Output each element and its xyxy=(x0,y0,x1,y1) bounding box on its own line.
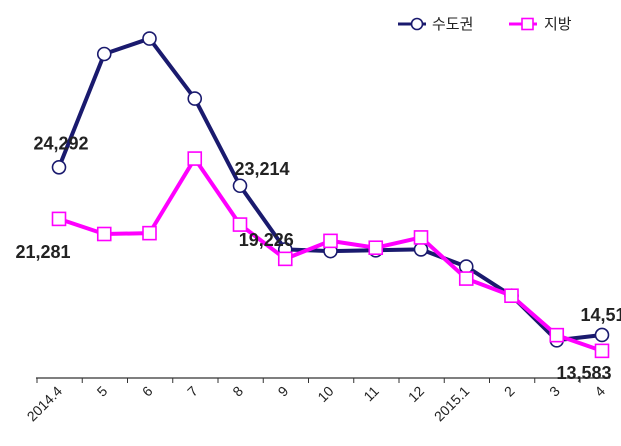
x-tick-label: 6 xyxy=(139,383,156,400)
x-tick-label: 9 xyxy=(275,383,292,400)
legend: 수도권 지방 xyxy=(398,15,572,33)
data-point xyxy=(504,288,519,304)
data-point xyxy=(232,178,248,194)
data-point xyxy=(96,46,112,62)
data-label: 21,281 xyxy=(15,242,70,262)
data-point xyxy=(51,159,67,175)
x-tick-label: 7 xyxy=(184,383,201,400)
series-line xyxy=(57,36,603,343)
data-point xyxy=(458,271,474,286)
data-point xyxy=(413,230,429,245)
x-tick-label: 11 xyxy=(360,383,382,405)
x-tick-label: 2014.4 xyxy=(24,383,66,425)
data-point xyxy=(549,327,565,343)
data-point xyxy=(187,151,203,166)
data-point xyxy=(323,233,338,249)
data-point xyxy=(232,217,248,232)
data-labels: 24,292 21,281 23,214 19,226 14,510 13,583 xyxy=(15,133,621,383)
data-label: 13,583 xyxy=(556,363,611,383)
x-tick-label: 2015.1 xyxy=(431,383,473,425)
data-point xyxy=(594,343,610,359)
data-point xyxy=(277,251,293,267)
data-point xyxy=(594,327,610,343)
legend-label: 수도권 xyxy=(432,15,473,33)
x-tick-label: 8 xyxy=(229,383,246,400)
data-label: 23,214 xyxy=(234,159,289,179)
data-point xyxy=(96,226,112,242)
x-axis: 2014.4 5 6 7 8 9 10 11 12 2015.1 2 3 4 xyxy=(24,377,610,425)
data-point xyxy=(368,240,384,256)
x-tick-label: 4 xyxy=(591,383,608,400)
data-label: 14,510 xyxy=(580,305,621,325)
legend-marker xyxy=(521,17,534,31)
data-point xyxy=(51,211,67,227)
legend-label: 지방 xyxy=(544,15,572,33)
x-tick-label: 10 xyxy=(314,383,336,405)
x-tick-label: 3 xyxy=(546,383,563,400)
x-tick-label: 12 xyxy=(405,383,427,405)
data-label: 19,226 xyxy=(239,230,294,250)
data-point xyxy=(458,259,474,274)
legend-marker xyxy=(410,17,424,31)
data-point xyxy=(142,225,157,241)
x-tick-label: 5 xyxy=(94,383,111,400)
data-point xyxy=(187,91,203,106)
data-label: 24,292 xyxy=(33,133,88,153)
x-tick-label: 2 xyxy=(501,383,518,400)
data-point xyxy=(142,31,157,46)
series-lines xyxy=(51,31,610,359)
data-point xyxy=(413,242,429,257)
